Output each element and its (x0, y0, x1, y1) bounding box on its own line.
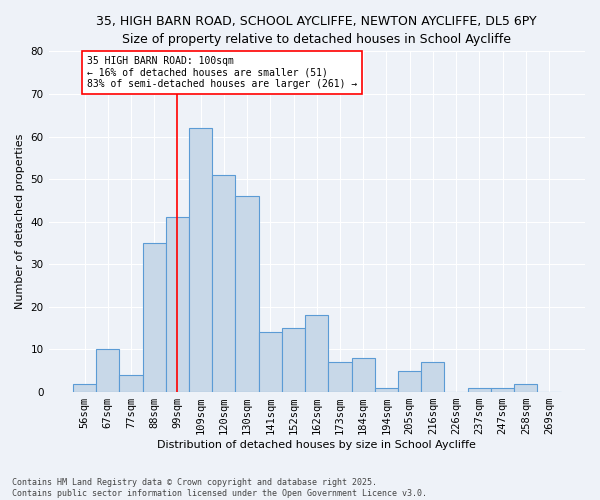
Bar (259, 332, 282, 392)
X-axis label: Distribution of detached houses by size in School Aycliffe: Distribution of detached houses by size … (157, 440, 476, 450)
Bar (328, 362, 352, 392)
Bar (468, 388, 491, 392)
Bar (189, 128, 212, 392)
Y-axis label: Number of detached properties: Number of detached properties (15, 134, 25, 310)
Bar (375, 388, 398, 392)
Bar (96, 350, 119, 392)
Bar (514, 384, 538, 392)
Title: 35, HIGH BARN ROAD, SCHOOL AYCLIFFE, NEWTON AYCLIFFE, DL5 6PY
Size of property r: 35, HIGH BARN ROAD, SCHOOL AYCLIFFE, NEW… (97, 15, 537, 46)
Bar (73, 384, 96, 392)
Bar (212, 175, 235, 392)
Bar (305, 316, 328, 392)
Text: Contains HM Land Registry data © Crown copyright and database right 2025.
Contai: Contains HM Land Registry data © Crown c… (12, 478, 427, 498)
Bar (235, 196, 259, 392)
Bar (119, 375, 143, 392)
Bar (352, 358, 375, 392)
Bar (398, 371, 421, 392)
Text: 35 HIGH BARN ROAD: 100sqm
← 16% of detached houses are smaller (51)
83% of semi-: 35 HIGH BARN ROAD: 100sqm ← 16% of detac… (87, 56, 357, 89)
Bar (421, 362, 445, 392)
Bar (166, 218, 189, 392)
Bar (143, 243, 166, 392)
Bar (282, 328, 305, 392)
Bar (491, 388, 514, 392)
